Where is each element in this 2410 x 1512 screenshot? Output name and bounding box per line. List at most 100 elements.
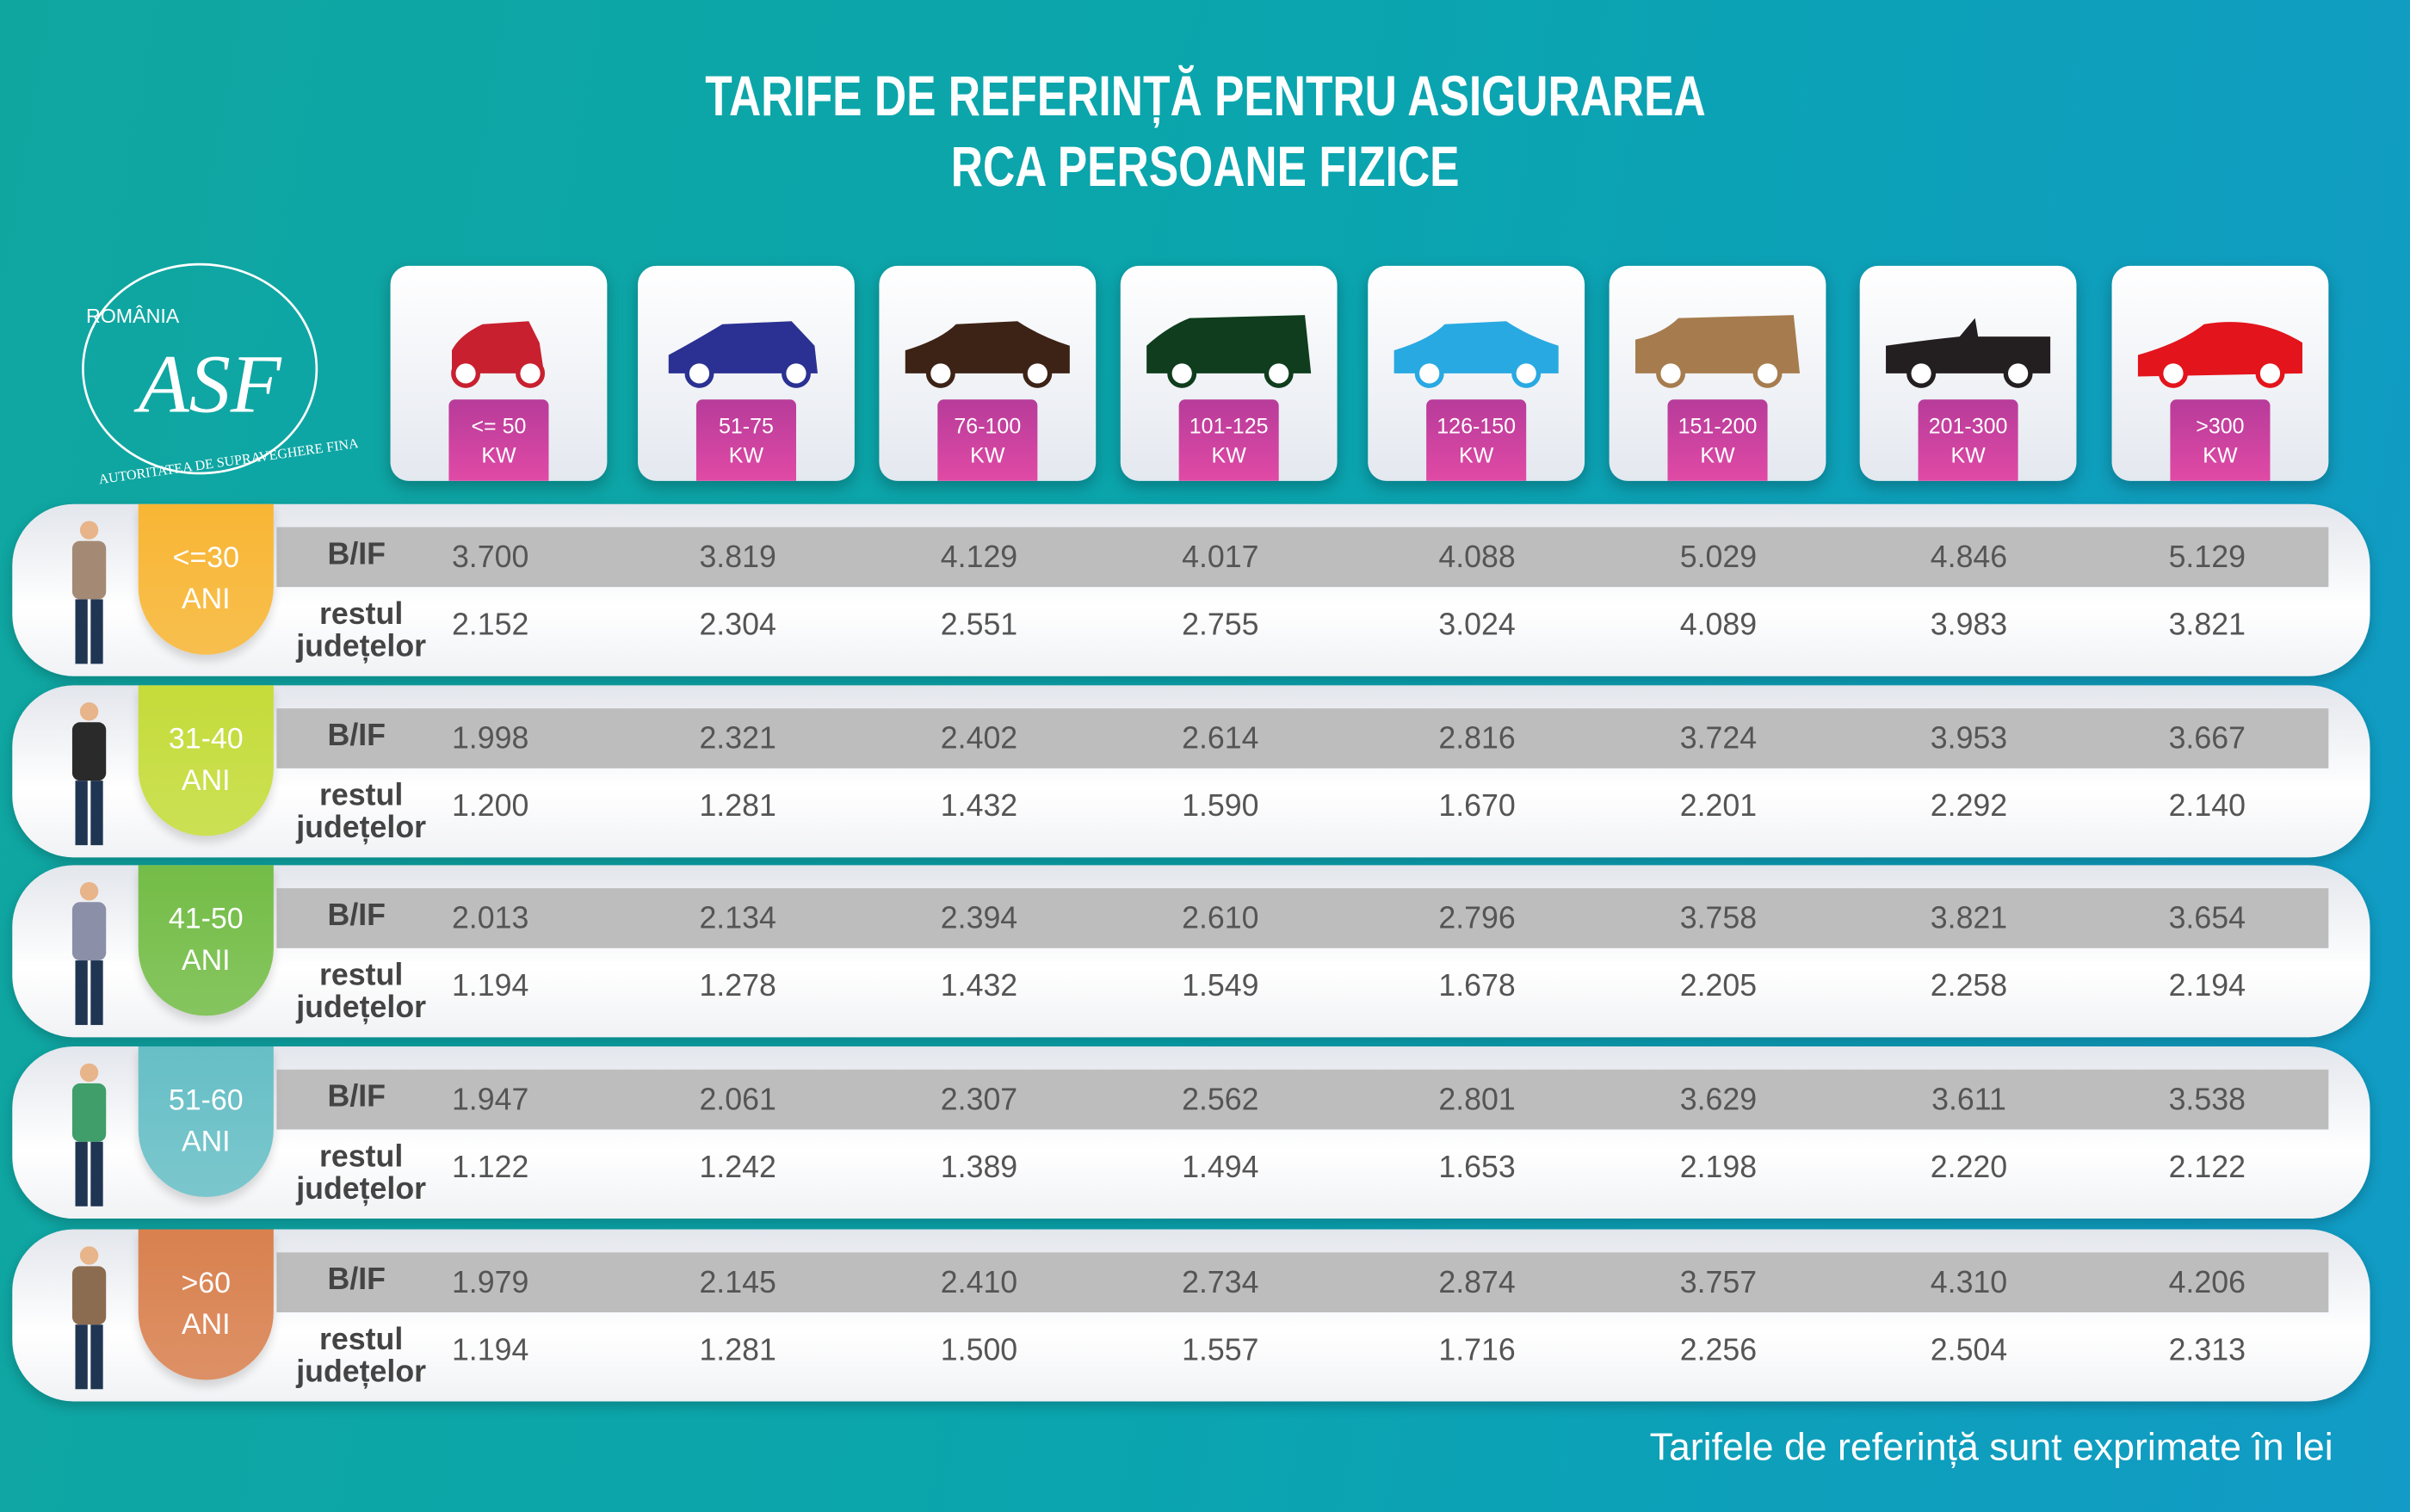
- rest-value: 1.194: [451, 1333, 529, 1368]
- age-badge: <=30 ANI: [138, 503, 274, 655]
- rest-value: 2.258: [1930, 969, 2008, 1004]
- rest-value: 1.590: [1182, 789, 1259, 824]
- bif-value: 1.979: [451, 1266, 529, 1300]
- bif-value: 2.402: [940, 722, 1018, 756]
- rest-value: 2.205: [1679, 969, 1758, 1004]
- power-range-label: 76-100 KW: [937, 399, 1038, 481]
- age-group-row: 41-50 ANI B/IF restul județelor 2.013 2.134 2…: [12, 865, 2370, 1038]
- bif-band: [276, 888, 2329, 948]
- age-badge: 41-50 ANI: [138, 865, 274, 1016]
- power-range: >300: [2196, 413, 2245, 438]
- rest-value: 1.432: [940, 969, 1018, 1004]
- power-unit: KW: [2203, 442, 2238, 467]
- power-column-header: 151-200 KW: [1609, 265, 1826, 481]
- bif-value: 2.307: [940, 1083, 1018, 1118]
- power-range: <= 50: [471, 413, 527, 438]
- bif-value: 4.129: [940, 540, 1018, 575]
- rest-value: 2.256: [1679, 1333, 1758, 1368]
- power-range: 126-150: [1437, 413, 1517, 438]
- bif-value: 5.029: [1679, 540, 1758, 575]
- car-icon: [1634, 315, 1801, 388]
- power-range-label: 51-75 KW: [695, 399, 796, 481]
- rest-value: 2.122: [2168, 1151, 2246, 1185]
- rest-value: 1.500: [940, 1333, 1018, 1368]
- bif-value: 3.724: [1679, 722, 1758, 756]
- age-group-row: 31-40 ANI B/IF restul județelor 1.998 2.321 2…: [12, 685, 2370, 858]
- rest-value: 1.670: [1438, 789, 1516, 824]
- age-range: 31-40: [168, 724, 244, 756]
- rest-value: 1.242: [699, 1151, 776, 1185]
- rest-value: 1.194: [451, 969, 529, 1004]
- asf-logo: ROMÂNIA ASF AUTORITATEA DE SUPRAVEGHERE …: [82, 262, 358, 487]
- bif-value: 3.821: [1930, 902, 2008, 936]
- bif-value: 2.610: [1182, 902, 1259, 936]
- bif-value: 3.611: [1931, 1083, 2006, 1118]
- age-badge: 51-60 ANI: [138, 1046, 274, 1198]
- rest-value: 1.549: [1182, 969, 1259, 1004]
- bif-value: 2.410: [940, 1266, 1018, 1300]
- car-icon: [668, 321, 818, 388]
- rest-label: restul județelor: [276, 960, 445, 1025]
- power-range-label: 151-200 KW: [1667, 399, 1768, 481]
- page-title: TARIFE DE REFERINȚĂ PENTRU ASIGURAREA RC…: [0, 61, 2410, 202]
- bif-value: 4.310: [1930, 1266, 2008, 1300]
- bif-value: 2.013: [451, 902, 529, 936]
- bif-value: 3.757: [1679, 1266, 1758, 1300]
- rest-value: 2.198: [1679, 1151, 1758, 1185]
- rest-value: 4.089: [1679, 608, 1758, 643]
- person-icon: [71, 702, 107, 846]
- bif-value: 4.088: [1438, 540, 1516, 575]
- car-icon: [2137, 322, 2302, 388]
- bif-label: B/IF: [327, 537, 386, 572]
- rest-label-line2: județelor: [296, 1355, 427, 1390]
- age-group-row: <=30 ANI B/IF restul județelor 3.700 3.819 4.…: [12, 503, 2370, 676]
- bif-value: 3.953: [1930, 722, 2008, 756]
- age-unit: ANI: [181, 583, 231, 617]
- rest-value: 1.557: [1182, 1333, 1259, 1368]
- age-badge: >60 ANI: [138, 1229, 274, 1380]
- rest-value: 1.389: [940, 1151, 1018, 1185]
- rest-label-line1: restul: [319, 1139, 404, 1175]
- bif-value: 2.816: [1438, 722, 1516, 756]
- bif-value: 2.061: [699, 1083, 776, 1118]
- rest-label: restul județelor: [276, 780, 445, 846]
- bif-label: B/IF: [327, 719, 386, 753]
- bif-value: 3.700: [451, 540, 529, 575]
- bif-value: 2.562: [1182, 1083, 1259, 1118]
- bif-band: [276, 1252, 2329, 1312]
- rest-label-line2: județelor: [296, 811, 427, 846]
- rest-label-line1: restul: [319, 959, 404, 993]
- bif-band: [276, 527, 2329, 588]
- rest-value: 2.201: [1679, 789, 1758, 824]
- power-unit: KW: [1700, 442, 1735, 467]
- age-unit: ANI: [181, 765, 231, 798]
- rest-value: 2.551: [940, 608, 1018, 643]
- power-range-label: 101-125 KW: [1178, 399, 1279, 481]
- person-icon: [71, 1246, 107, 1390]
- rest-value: 2.220: [1930, 1151, 2008, 1185]
- car-icon: [1393, 321, 1559, 388]
- power-range-label: 201-300 KW: [1918, 399, 2018, 481]
- svg-text:ASF: ASF: [133, 338, 282, 430]
- bif-value: 2.394: [940, 902, 1018, 936]
- rest-value: 2.292: [1930, 789, 2008, 824]
- rest-value: 2.152: [451, 608, 529, 643]
- rest-value: 1.122: [451, 1151, 529, 1185]
- title-line-2: RCA PERSOANE FIZICE: [950, 135, 1460, 199]
- rest-label-line2: județelor: [296, 1172, 427, 1207]
- age-unit: ANI: [181, 945, 231, 978]
- rest-value: 2.140: [2168, 789, 2246, 824]
- power-column-header: 51-75 KW: [638, 265, 855, 481]
- rest-value: 1.281: [699, 1333, 776, 1368]
- power-range: 201-300: [1928, 413, 2008, 438]
- power-unit: KW: [481, 442, 516, 467]
- rest-value: 1.281: [699, 789, 776, 824]
- car-icon: [1886, 318, 2051, 388]
- power-column-header: >300 KW: [2111, 265, 2329, 481]
- rest-value: 3.983: [1930, 608, 2008, 643]
- bif-value: 1.947: [451, 1083, 529, 1118]
- rest-value: 2.313: [2168, 1333, 2246, 1368]
- bif-value: 2.134: [699, 902, 776, 936]
- car-icon: [1146, 315, 1312, 388]
